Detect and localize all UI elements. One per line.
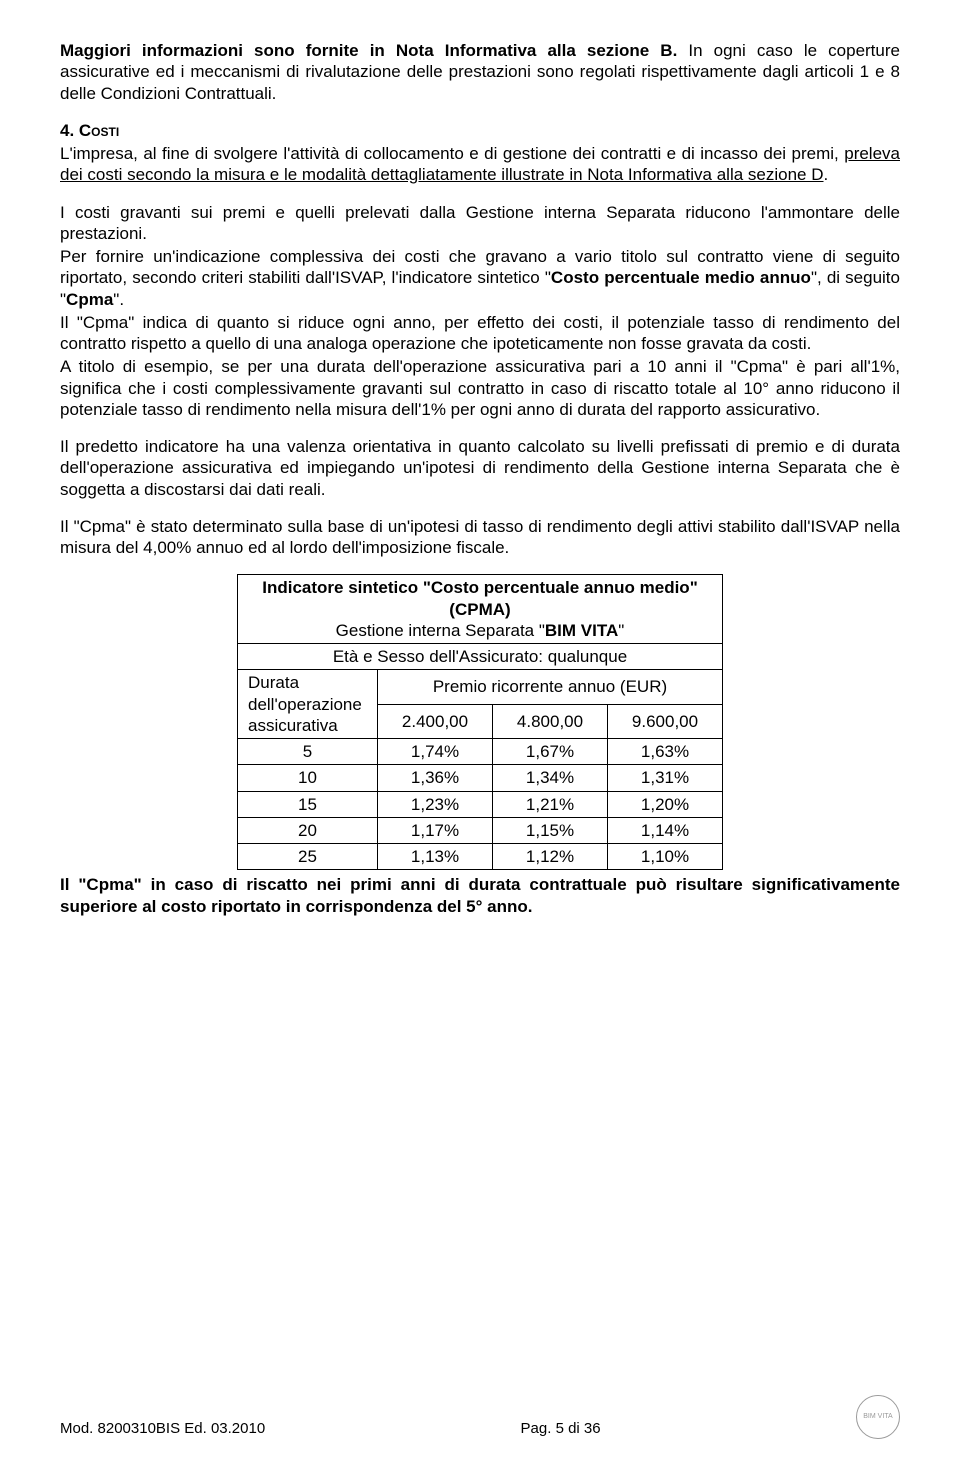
value-cell: 1,13% [378,844,493,870]
value-cell: 1,20% [608,791,723,817]
value-cell: 1,63% [608,739,723,765]
table-subtitle-prefix: Gestione interna Separata " [336,621,545,640]
premio-val-0: 2.400,00 [378,704,493,738]
costi-heading: 4. Costi [60,120,900,141]
paragraph-3: I costi gravanti sui premi e quelli prel… [60,202,900,245]
premio-val-1: 4.800,00 [493,704,608,738]
value-cell: 1,14% [608,817,723,843]
table-header-premio: Premio ricorrente annuo (EUR) [378,670,723,704]
table-title-cell: Indicatore sintetico "Costo percentuale … [238,575,723,644]
table-row-headers: Durata dell'operazione assicurativa Prem… [238,670,723,704]
table-header-durata: Durata dell'operazione assicurativa [238,670,378,739]
table-row: 5 1,74% 1,67% 1,63% [238,739,723,765]
table-subtitle: Gestione interna Separata "BIM VITA" [336,621,625,640]
footer-left: Mod. 8200310BIS Ed. 03.2010 [60,1420,265,1439]
premio-val-2: 9.600,00 [608,704,723,738]
durata-cell: 15 [238,791,378,817]
table-row-agesex: Età e Sesso dell'Assicurato: qualunque [238,644,723,670]
costi-body-end: . [824,165,829,184]
intro-lead: Maggiori informazioni sono fornite in No… [60,41,677,60]
table-title-line2: (CPMA) [449,600,510,619]
value-cell: 1,74% [378,739,493,765]
table-agesex-cell: Età e Sesso dell'Assicurato: qualunque [238,644,723,670]
cpma-table: Indicatore sintetico "Costo percentuale … [237,574,723,870]
document-page: Maggiori informazioni sono fornite in No… [0,0,960,1459]
durata-cell: 5 [238,739,378,765]
paragraph-6: A titolo di esempio, se per una durata d… [60,356,900,420]
table-row-title: Indicatore sintetico "Costo percentuale … [238,575,723,644]
table-row: 15 1,23% 1,21% 1,20% [238,791,723,817]
paragraph-8: Il "Cpma" è stato determinato sulla base… [60,516,900,559]
paragraph-5: Il "Cpma" indica di quanto si riduce ogn… [60,312,900,355]
page-footer: Mod. 8200310BIS Ed. 03.2010 Pag. 5 di 36… [60,1395,900,1439]
table-subtitle-bold: BIM VITA [545,621,618,640]
costi-heading-word: Costi [79,121,119,140]
p4-d: Cpma [66,290,113,309]
value-cell: 1,21% [493,791,608,817]
value-cell: 1,23% [378,791,493,817]
paragraph-4: Per fornire un'indicazione complessiva d… [60,246,900,310]
p4-b: Costo percentuale medio annuo [551,268,811,287]
durata-cell: 25 [238,844,378,870]
p4-e: ". [113,290,124,309]
durata-cell: 20 [238,817,378,843]
table-row: 20 1,17% 1,15% 1,14% [238,817,723,843]
paragraph-9: Il "Cpma" in caso di riscatto nei primi … [60,874,900,917]
table-title-line1: Indicatore sintetico "Costo percentuale … [262,578,698,597]
paragraph-intro: Maggiori informazioni sono fornite in No… [60,40,900,104]
table-subtitle-suffix: " [618,621,624,640]
value-cell: 1,10% [608,844,723,870]
section-costi: 4. Costi L'impresa, al fine di svolgere … [60,120,900,186]
value-cell: 1,12% [493,844,608,870]
value-cell: 1,34% [493,765,608,791]
costi-body: L'impresa, al fine di svolgere l'attivit… [60,143,900,186]
costi-heading-num: 4. [60,121,79,140]
value-cell: 1,36% [378,765,493,791]
seal-icon: BIM VITA [856,1395,900,1439]
value-cell: 1,67% [493,739,608,765]
table-row: 25 1,13% 1,12% 1,10% [238,844,723,870]
paragraph-7: Il predetto indicatore ha una valenza or… [60,436,900,500]
value-cell: 1,31% [608,765,723,791]
footer-center: Pag. 5 di 36 [521,1420,601,1439]
durata-cell: 10 [238,765,378,791]
value-cell: 1,15% [493,817,608,843]
seal-text: BIM VITA [863,1413,892,1421]
table-row: 10 1,36% 1,34% 1,31% [238,765,723,791]
costi-body-a: L'impresa, al fine di svolgere l'attivit… [60,144,844,163]
value-cell: 1,17% [378,817,493,843]
